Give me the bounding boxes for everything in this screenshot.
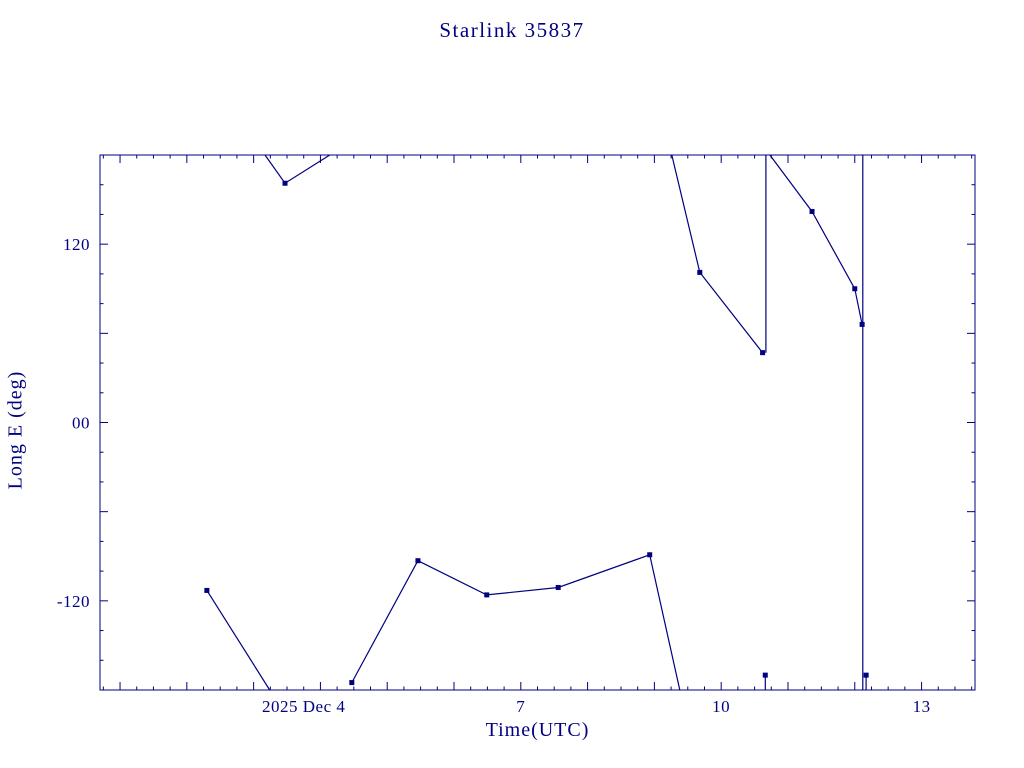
y-tick-label: -120 [57, 592, 90, 611]
y-tick-label: 00 [72, 414, 90, 433]
data-marker [863, 672, 869, 678]
data-marker [204, 587, 210, 593]
data-marker [697, 269, 703, 275]
data-line [671, 154, 764, 354]
data-marker [647, 552, 653, 558]
plot-frame [99, 154, 976, 691]
data-marker [762, 672, 768, 678]
data-marker [415, 558, 421, 564]
data-marker [859, 321, 865, 327]
data-marker [852, 286, 858, 292]
y-tick-label: 120 [63, 235, 90, 254]
data-line [206, 590, 271, 691]
x-axis-label: Time(UTC) [485, 719, 590, 741]
x-tick-label: 2025 Dec 4 [262, 697, 345, 716]
data-marker [484, 592, 490, 598]
data-marker [760, 350, 766, 356]
x-tick-label: 7 [516, 697, 525, 716]
data-line [769, 154, 863, 325]
x-tick-label: 10 [712, 697, 730, 716]
data-line [351, 554, 681, 691]
chart-title: Starlink 35837 [439, 18, 585, 42]
data-marker [282, 180, 288, 186]
x-tick-label: 13 [913, 697, 931, 716]
data-marker [555, 584, 561, 590]
data-marker [349, 680, 355, 686]
data-marker [809, 208, 815, 214]
